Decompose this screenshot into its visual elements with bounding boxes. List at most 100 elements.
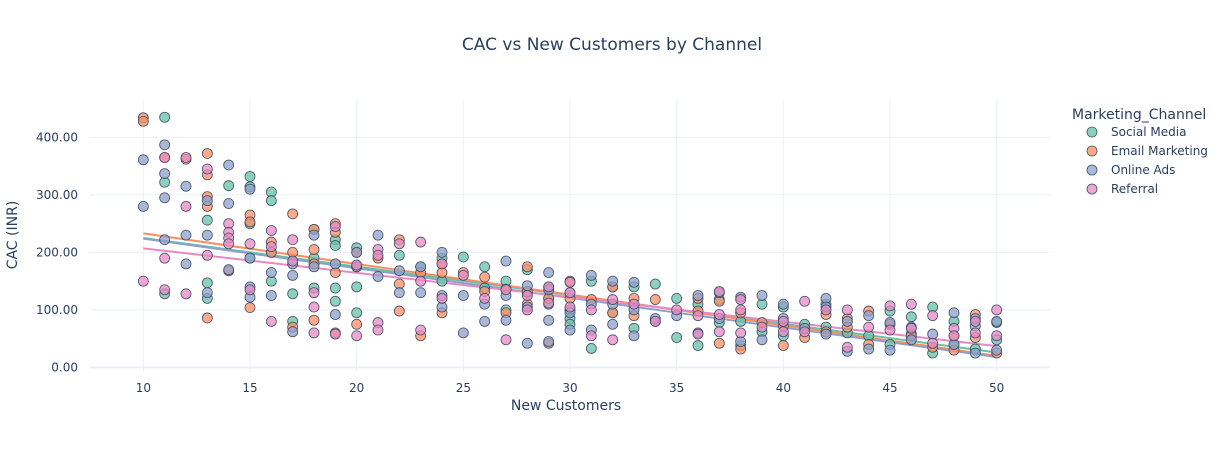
data-point-email-marketing[interactable] (244, 216, 256, 228)
data-point-online-ads[interactable] (628, 330, 640, 342)
data-point-online-ads[interactable] (244, 183, 256, 195)
data-point-online-ads[interactable] (159, 168, 171, 180)
data-point-social-media[interactable] (351, 307, 363, 319)
data-point-online-ads[interactable] (329, 309, 341, 320)
data-point-referral[interactable] (905, 298, 917, 310)
legend-item-referral[interactable]: Referral (1086, 182, 1158, 196)
data-point-referral[interactable] (543, 281, 555, 293)
data-point-referral[interactable] (607, 294, 619, 305)
data-point-referral[interactable] (756, 321, 768, 333)
data-point-online-ads[interactable] (180, 180, 192, 192)
data-point-referral[interactable] (180, 152, 192, 163)
data-point-online-ads[interactable] (543, 336, 555, 347)
data-point-referral[interactable] (180, 200, 192, 212)
data-point-online-ads[interactable] (201, 229, 213, 241)
data-point-referral[interactable] (692, 310, 704, 322)
data-point-online-ads[interactable] (884, 344, 896, 356)
data-point-referral[interactable] (223, 238, 235, 250)
data-point-online-ads[interactable] (991, 344, 1003, 356)
data-point-online-ads[interactable] (863, 310, 875, 322)
data-point-online-ads[interactable] (287, 269, 299, 281)
legend-item-social-media[interactable]: Social Media (1086, 125, 1186, 139)
data-point-referral[interactable] (415, 236, 427, 248)
data-point-referral[interactable] (991, 330, 1003, 342)
data-point-referral[interactable] (287, 255, 299, 267)
data-point-referral[interactable] (159, 284, 171, 296)
data-point-online-ads[interactable] (223, 264, 235, 276)
data-point-online-ads[interactable] (927, 328, 939, 340)
data-point-referral[interactable] (713, 309, 725, 320)
data-point-online-ads[interactable] (628, 276, 640, 288)
data-point-referral[interactable] (372, 249, 384, 261)
data-point-email-marketing[interactable] (201, 148, 213, 159)
data-point-referral[interactable] (564, 301, 576, 313)
data-point-referral[interactable] (308, 287, 320, 299)
data-point-online-ads[interactable] (521, 337, 533, 349)
data-point-referral[interactable] (521, 290, 533, 301)
data-point-social-media[interactable] (329, 240, 341, 251)
data-point-social-media[interactable] (351, 281, 363, 293)
data-point-online-ads[interactable] (372, 271, 384, 282)
data-point-referral[interactable] (799, 295, 811, 307)
data-point-online-ads[interactable] (393, 287, 405, 299)
data-point-referral[interactable] (564, 276, 576, 288)
data-point-referral[interactable] (436, 292, 448, 304)
data-point-online-ads[interactable] (841, 315, 853, 327)
data-point-email-marketing[interactable] (479, 271, 491, 283)
data-point-referral[interactable] (436, 258, 448, 270)
data-point-referral[interactable] (777, 315, 789, 327)
data-point-online-ads[interactable] (991, 315, 1003, 327)
data-point-online-ads[interactable] (863, 343, 875, 355)
data-point-online-ads[interactable] (415, 261, 427, 273)
data-point-social-media[interactable] (671, 332, 683, 343)
data-point-referral[interactable] (415, 324, 427, 336)
data-point-referral[interactable] (244, 284, 256, 296)
data-point-referral[interactable] (372, 324, 384, 336)
data-point-online-ads[interactable] (137, 154, 149, 166)
data-point-referral[interactable] (521, 304, 533, 316)
data-point-email-marketing[interactable] (351, 318, 363, 330)
data-point-social-media[interactable] (479, 261, 491, 273)
data-point-referral[interactable] (351, 330, 363, 342)
data-point-online-ads[interactable] (351, 246, 363, 258)
data-point-social-media[interactable] (649, 278, 661, 290)
data-point-referral[interactable] (159, 152, 171, 163)
data-point-referral[interactable] (351, 259, 363, 271)
data-point-online-ads[interactable] (756, 334, 768, 346)
data-point-online-ads[interactable] (756, 290, 768, 301)
data-point-online-ads[interactable] (777, 298, 789, 310)
data-point-referral[interactable] (969, 327, 981, 339)
data-point-referral[interactable] (585, 304, 597, 316)
data-point-referral[interactable] (863, 321, 875, 333)
data-point-online-ads[interactable] (457, 290, 469, 301)
data-point-online-ads[interactable] (308, 229, 320, 241)
data-point-referral[interactable] (841, 341, 853, 353)
data-point-referral[interactable] (991, 304, 1003, 316)
legend-item-email-marketing[interactable]: Email Marketing (1086, 144, 1208, 158)
data-point-social-media[interactable] (585, 343, 597, 354)
data-point-email-marketing[interactable] (137, 115, 149, 127)
data-point-referral[interactable] (735, 304, 747, 316)
data-point-social-media[interactable] (159, 111, 171, 123)
data-point-online-ads[interactable] (948, 307, 960, 319)
data-point-referral[interactable] (969, 315, 981, 327)
data-point-email-marketing[interactable] (649, 294, 661, 305)
data-point-social-media[interactable] (244, 171, 256, 182)
data-point-email-marketing[interactable] (201, 312, 213, 324)
data-point-online-ads[interactable] (564, 324, 576, 336)
data-point-referral[interactable] (415, 275, 427, 287)
data-point-referral[interactable] (457, 269, 469, 281)
data-point-email-marketing[interactable] (308, 314, 320, 326)
data-point-social-media[interactable] (201, 214, 213, 226)
data-point-email-marketing[interactable] (393, 305, 405, 317)
data-point-online-ads[interactable] (457, 327, 469, 339)
data-point-referral[interactable] (713, 286, 725, 297)
data-point-referral[interactable] (479, 292, 491, 304)
data-point-online-ads[interactable] (308, 261, 320, 273)
data-point-social-media[interactable] (223, 180, 235, 192)
data-point-online-ads[interactable] (180, 229, 192, 241)
data-point-online-ads[interactable] (543, 267, 555, 278)
data-point-referral[interactable] (927, 337, 939, 349)
data-point-online-ads[interactable] (692, 290, 704, 301)
data-point-online-ads[interactable] (543, 314, 555, 326)
